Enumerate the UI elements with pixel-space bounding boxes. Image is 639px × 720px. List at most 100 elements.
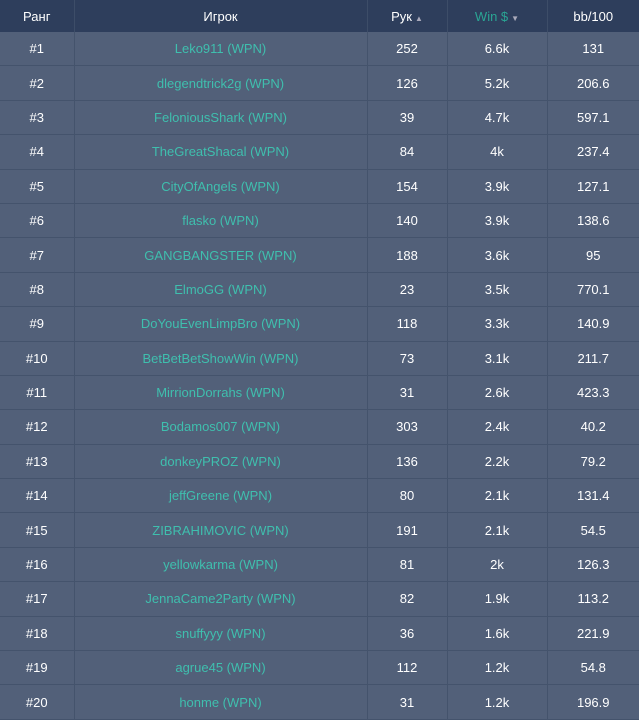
table-row: #3 FeloniousShark (WPN) 39 4.7k 597.1 [0, 100, 639, 136]
table-row: #19 agrue45 (WPN) 112 1.2k 54.8 [0, 650, 639, 686]
hands-cell: 31 [367, 375, 448, 411]
player-link[interactable]: dlegendtrick2g (WPN) [74, 65, 368, 101]
win-cell: 1.2k [447, 684, 548, 720]
table-row: #14 jeffGreene (WPN) 80 2.1k 131.4 [0, 478, 639, 514]
player-link[interactable]: ElmoGG (WPN) [74, 272, 368, 308]
rank-cell: #4 [0, 134, 75, 170]
rank-cell: #10 [0, 341, 75, 376]
header-hands-label: Рук [391, 8, 412, 24]
player-link[interactable]: ZIBRAHIMOVIC (WPN) [74, 512, 368, 548]
rank-cell: #17 [0, 581, 75, 617]
header-bb100[interactable]: bb/100 [547, 0, 639, 32]
header-rank[interactable]: Ранг [0, 0, 75, 32]
hands-cell: 303 [367, 409, 448, 445]
rank-cell: #20 [0, 684, 75, 720]
player-link[interactable]: agrue45 (WPN) [74, 650, 368, 686]
player-link[interactable]: BetBetBetShowWin (WPN) [74, 341, 368, 376]
bb100-cell: 54.5 [547, 512, 639, 548]
rank-cell: #14 [0, 478, 75, 514]
bb100-cell: 206.6 [547, 65, 639, 101]
rank-cell: #15 [0, 512, 75, 548]
bb100-cell: 770.1 [547, 272, 639, 308]
bb100-cell: 138.6 [547, 203, 639, 239]
player-link[interactable]: TheGreatShacal (WPN) [74, 134, 368, 170]
rank-cell: #8 [0, 272, 75, 308]
player-link[interactable]: DoYouEvenLimpBro (WPN) [74, 306, 368, 342]
hands-cell: 80 [367, 478, 448, 514]
rank-cell: #1 [0, 32, 75, 67]
table-row: #8 ElmoGG (WPN) 23 3.5k 770.1 [0, 272, 639, 308]
bb100-cell: 113.2 [547, 581, 639, 617]
bb100-cell: 40.2 [547, 409, 639, 445]
rank-cell: #18 [0, 616, 75, 652]
header-hands[interactable]: Рук ▲ [367, 0, 448, 32]
hands-cell: 118 [367, 306, 448, 342]
win-cell: 2.1k [447, 512, 548, 548]
player-link[interactable]: yellowkarma (WPN) [74, 547, 368, 583]
table-row: #9 DoYouEvenLimpBro (WPN) 118 3.3k 140.9 [0, 306, 639, 342]
bb100-cell: 131 [547, 32, 639, 67]
table-row: #1 Leko911 (WPN) 252 6.6k 131 [0, 32, 639, 67]
player-link[interactable]: GANGBANGSTER (WPN) [74, 237, 368, 273]
player-link[interactable]: FeloniousShark (WPN) [74, 100, 368, 136]
table-row: #2 dlegendtrick2g (WPN) 126 5.2k 206.6 [0, 65, 639, 101]
win-cell: 2.6k [447, 375, 548, 411]
player-link[interactable]: donkeyPROZ (WPN) [74, 444, 368, 480]
win-cell: 6.6k [447, 32, 548, 67]
player-link[interactable]: CityOfAngels (WPN) [74, 169, 368, 204]
bb100-cell: 211.7 [547, 341, 639, 376]
bb100-cell: 597.1 [547, 100, 639, 136]
win-cell: 2.2k [447, 444, 548, 480]
header-row: Ранг Игрок Рук ▲ Win $ ▼ bb/100 [0, 0, 639, 32]
win-cell: 2k [447, 547, 548, 583]
win-cell: 2.4k [447, 409, 548, 445]
hands-cell: 73 [367, 341, 448, 376]
header-win[interactable]: Win $ ▼ [447, 0, 548, 32]
table-row: #15 ZIBRAHIMOVIC (WPN) 191 2.1k 54.5 [0, 512, 639, 548]
hands-cell: 136 [367, 444, 448, 480]
player-link[interactable]: MirrionDorrahs (WPN) [74, 375, 368, 411]
bb100-cell: 140.9 [547, 306, 639, 342]
table-row: #20 honme (WPN) 31 1.2k 196.9 [0, 684, 639, 720]
player-link[interactable]: flasko (WPN) [74, 203, 368, 239]
win-cell: 4.7k [447, 100, 548, 136]
bb100-cell: 127.1 [547, 169, 639, 204]
bb100-cell: 196.9 [547, 684, 639, 720]
hands-cell: 82 [367, 581, 448, 617]
table-row: #7 GANGBANGSTER (WPN) 188 3.6k 95 [0, 237, 639, 273]
rank-cell: #12 [0, 409, 75, 445]
hands-cell: 23 [367, 272, 448, 308]
table-row: #12 Bodamos007 (WPN) 303 2.4k 40.2 [0, 409, 639, 445]
rank-cell: #5 [0, 169, 75, 204]
table-row: #16 yellowkarma (WPN) 81 2k 126.3 [0, 547, 639, 583]
bb100-cell: 237.4 [547, 134, 639, 170]
header-win-label: Win $ [474, 8, 509, 24]
win-cell: 1.9k [447, 581, 548, 617]
player-link[interactable]: snuffyyy (WPN) [74, 616, 368, 652]
player-link[interactable]: Leko911 (WPN) [74, 32, 368, 67]
player-link[interactable]: JennaCame2Party (WPN) [74, 581, 368, 617]
table-row: #13 donkeyPROZ (WPN) 136 2.2k 79.2 [0, 444, 639, 480]
win-cell: 1.2k [447, 650, 548, 686]
player-link[interactable]: Bodamos007 (WPN) [74, 409, 368, 445]
win-cell: 3.9k [447, 169, 548, 204]
hands-cell: 191 [367, 512, 448, 548]
hands-cell: 252 [367, 32, 448, 67]
hands-cell: 154 [367, 169, 448, 204]
table-row: #18 snuffyyy (WPN) 36 1.6k 221.9 [0, 616, 639, 652]
hands-cell: 31 [367, 684, 448, 720]
table-row: #6 flasko (WPN) 140 3.9k 138.6 [0, 203, 639, 239]
player-link[interactable]: jeffGreene (WPN) [74, 478, 368, 514]
win-cell: 1.6k [447, 616, 548, 652]
table-row: #10 BetBetBetShowWin (WPN) 73 3.1k 211.7 [0, 341, 639, 376]
table-row: #5 CityOfAngels (WPN) 154 3.9k 127.1 [0, 169, 639, 204]
header-player[interactable]: Игрок [74, 0, 368, 32]
table-row: #17 JennaCame2Party (WPN) 82 1.9k 113.2 [0, 581, 639, 617]
rank-cell: #9 [0, 306, 75, 342]
bb100-cell: 131.4 [547, 478, 639, 514]
bb100-cell: 79.2 [547, 444, 639, 480]
rank-cell: #3 [0, 100, 75, 136]
rank-cell: #11 [0, 375, 75, 411]
win-cell: 3.5k [447, 272, 548, 308]
player-link[interactable]: honme (WPN) [74, 684, 368, 720]
